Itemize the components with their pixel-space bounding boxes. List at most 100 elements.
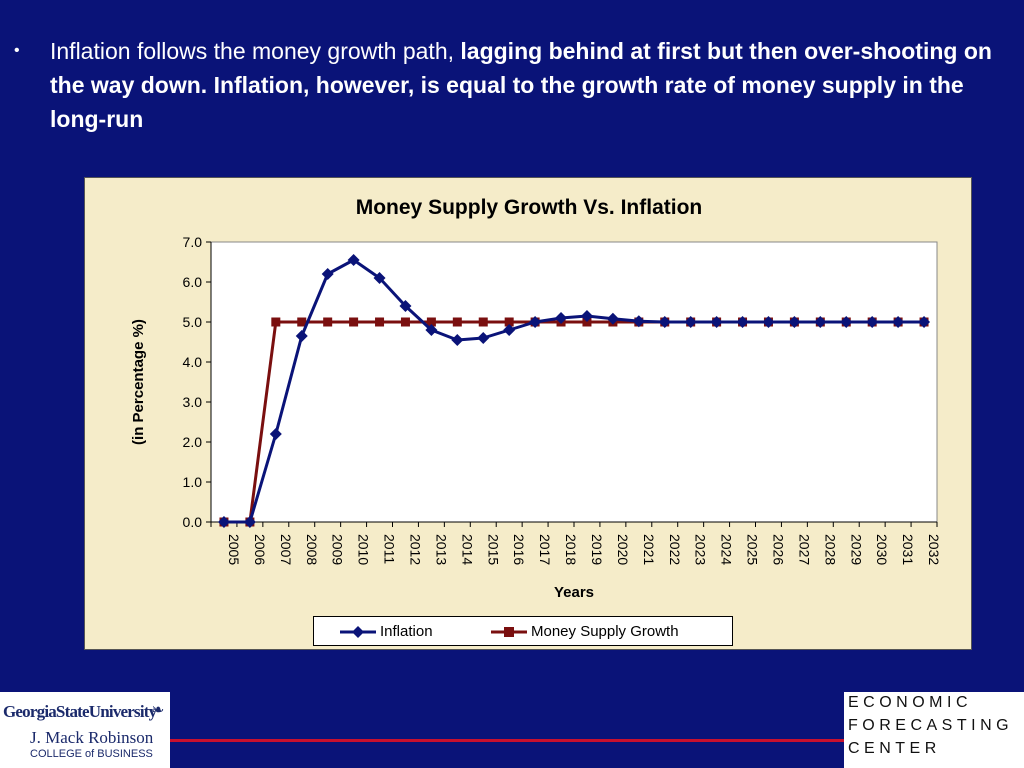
legend-marker-inflation xyxy=(340,626,376,638)
gsu-logo: GeorgiaStateUniversity ❧ J. Mack Robinso… xyxy=(0,692,170,768)
x-tick-label: 2031 xyxy=(900,534,916,565)
efc-line-1: ECONOMIC xyxy=(848,694,972,711)
y-axis-title: (in Percentage %) xyxy=(130,319,147,445)
legend-marker-money-supply xyxy=(491,627,527,637)
x-tick-label: 2011 xyxy=(382,534,398,564)
data-point-inflation xyxy=(736,316,749,328)
bullet-text-bold: lagging behind at first but then over-sh… xyxy=(50,38,992,132)
y-tick-label: 7.0 xyxy=(183,234,203,250)
data-point-inflation xyxy=(347,254,360,266)
data-point-money-supply-growth xyxy=(504,317,514,327)
x-tick-label: 2005 xyxy=(226,534,242,565)
data-point-inflation xyxy=(840,316,853,328)
data-point-money-supply-growth xyxy=(400,317,410,327)
y-tick-label: 3.0 xyxy=(183,394,203,410)
gsu-college-name: COLLEGE of BUSINESS xyxy=(30,748,153,760)
data-point-inflation xyxy=(373,272,386,284)
y-tick-label: 0.0 xyxy=(183,514,203,530)
efc-line-3: CENTER xyxy=(848,740,941,757)
x-tick-label: 2027 xyxy=(796,534,812,565)
bullet-text: Inflation follows the money growth path,… xyxy=(14,34,1004,136)
y-tick-label: 6.0 xyxy=(183,274,203,290)
y-tick-label: 2.0 xyxy=(183,434,203,450)
x-tick-label: 2024 xyxy=(719,534,735,565)
x-tick-label: 2007 xyxy=(278,534,294,565)
x-tick-label: 2026 xyxy=(770,534,786,565)
data-point-inflation xyxy=(814,316,827,328)
gsu-university-name: GeorgiaStateUniversity xyxy=(3,702,157,721)
bullet-point: • Inflation follows the money growth pat… xyxy=(14,34,1004,136)
efc-line-2: FORECASTING xyxy=(848,717,1014,734)
data-point-money-supply-growth xyxy=(297,317,307,327)
y-tick-label: 5.0 xyxy=(183,314,203,330)
x-tick-label: 2010 xyxy=(356,534,372,565)
x-tick-label: 2020 xyxy=(615,534,631,565)
x-tick-label: 2014 xyxy=(459,534,475,565)
plot-area xyxy=(210,241,938,523)
data-point-inflation xyxy=(529,316,542,328)
x-tick-label: 2013 xyxy=(433,534,449,565)
data-point-inflation xyxy=(892,316,905,328)
data-point-inflation xyxy=(321,268,334,280)
x-tick-label: 2009 xyxy=(330,534,346,565)
x-tick-label: 2023 xyxy=(693,534,709,565)
data-point-money-supply-growth xyxy=(478,317,488,327)
data-point-money-supply-growth xyxy=(452,317,462,327)
data-point-inflation xyxy=(684,316,697,328)
data-point-inflation xyxy=(451,334,464,346)
data-point-inflation xyxy=(658,316,671,328)
x-tick-label: 2006 xyxy=(252,534,268,565)
data-point-money-supply-growth xyxy=(271,317,281,327)
x-tick-label: 2025 xyxy=(745,534,761,565)
data-point-inflation xyxy=(580,310,593,322)
data-point-inflation xyxy=(399,300,412,312)
y-tick-label: 4.0 xyxy=(183,354,203,370)
data-point-inflation xyxy=(217,516,230,528)
bullet-text-normal: Inflation follows the money growth path, xyxy=(50,38,461,64)
data-point-inflation xyxy=(866,316,879,328)
efc-logo: ECONOMIC FORECASTING CENTER xyxy=(844,692,1024,768)
bullet-symbol: • xyxy=(14,42,20,59)
x-tick-label: 2008 xyxy=(304,534,320,565)
data-point-inflation xyxy=(425,324,438,336)
data-point-inflation xyxy=(788,316,801,328)
data-point-inflation xyxy=(555,312,568,324)
x-tick-label: 2030 xyxy=(874,534,890,565)
data-point-inflation xyxy=(243,516,256,528)
footer-divider xyxy=(170,739,844,742)
y-tick-label: 1.0 xyxy=(183,474,203,490)
data-point-inflation xyxy=(762,316,775,328)
x-tick-label: 2021 xyxy=(641,534,657,565)
series-line-inflation xyxy=(223,258,925,524)
x-tick-label: 2012 xyxy=(407,534,423,565)
data-point-money-supply-growth xyxy=(323,317,333,327)
x-tick-label: 2015 xyxy=(485,534,501,565)
data-point-inflation xyxy=(295,330,308,342)
x-tick-label: 2022 xyxy=(667,534,683,565)
data-point-inflation xyxy=(632,315,645,328)
x-tick-label: 2019 xyxy=(589,534,605,565)
data-point-money-supply-growth xyxy=(375,317,385,327)
data-point-inflation xyxy=(918,316,931,328)
x-tick-label: 2016 xyxy=(511,534,527,565)
data-point-inflation xyxy=(269,428,282,440)
data-point-money-supply-growth xyxy=(349,317,359,327)
x-tick-label: 2032 xyxy=(926,534,942,565)
legend-label-money-supply: Money Supply Growth xyxy=(531,623,679,640)
x-tick-label: 2018 xyxy=(563,534,579,565)
data-point-inflation xyxy=(477,332,490,344)
chart-legend: Inflation Money Supply Growth xyxy=(313,616,733,646)
data-point-inflation xyxy=(710,316,723,328)
gsu-school-name: J. Mack Robinson xyxy=(30,728,154,747)
legend-label-inflation: Inflation xyxy=(380,623,433,640)
data-point-inflation xyxy=(606,312,619,325)
chart-title: Money Supply Growth Vs. Inflation xyxy=(355,196,703,219)
x-tick-label: 2017 xyxy=(537,534,553,565)
chart-panel: 0.0 1.0 2.0 3.0 4.0 5.0 6.0 7.0 2005 2006 2007 2008… xyxy=(84,177,972,650)
line-chart: 0.0 1.0 2.0 3.0 4.0 5.0 6.0 7.0 2005 2006 2007 2008… xyxy=(130,234,942,601)
data-point-inflation xyxy=(503,324,516,336)
x-tick-label: 2029 xyxy=(848,534,864,565)
x-tick-label: 2028 xyxy=(822,534,838,565)
x-axis-title: Years xyxy=(554,584,594,601)
gsu-emblem-icon: ❧ xyxy=(151,702,165,719)
